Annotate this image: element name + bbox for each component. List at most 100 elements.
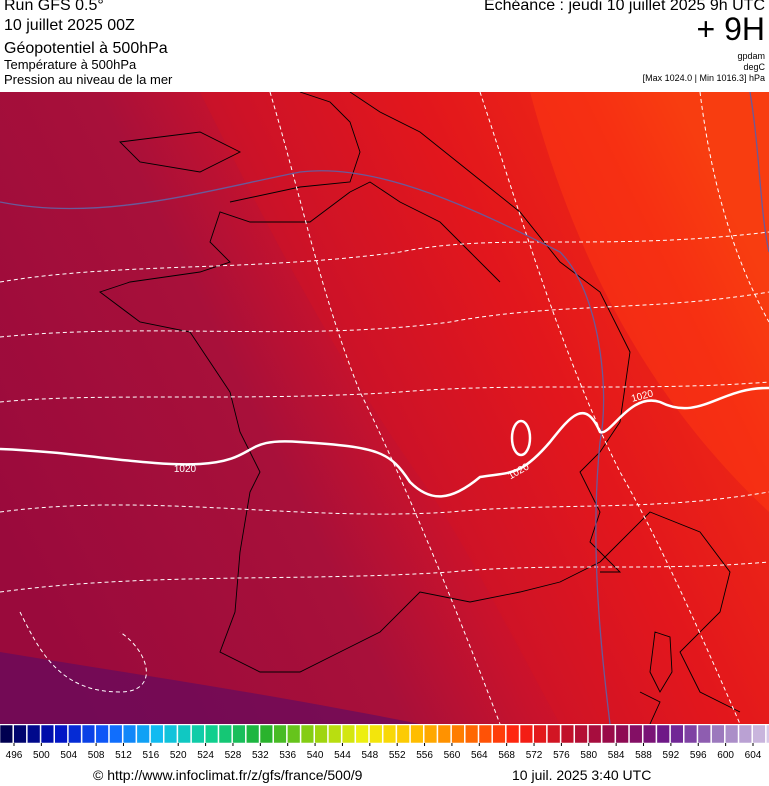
- scale-cell: [519, 724, 533, 744]
- scale-tick-label: 512: [115, 750, 132, 761]
- scale-cell: [478, 724, 492, 744]
- scale-cell: [177, 724, 191, 744]
- scale-cell: [95, 724, 109, 744]
- geopotential-line: [749, 92, 769, 253]
- scale-tick-label: 552: [389, 750, 406, 761]
- scale-cell: [109, 724, 123, 744]
- map: 1020 1020 1020: [0, 92, 769, 724]
- scale-tick-label: 544: [334, 750, 351, 761]
- scale-tick-label: 500: [33, 750, 50, 761]
- scale-cell: [273, 724, 287, 744]
- lead-time: + 9H: [696, 11, 765, 47]
- isotherm: [0, 92, 769, 724]
- scale-cell: [163, 724, 178, 744]
- scale-cell: [150, 724, 164, 744]
- scale-cell: [382, 724, 397, 744]
- scale-tick-label: 520: [170, 750, 187, 761]
- scale-tick-label: 548: [361, 750, 378, 761]
- color-scale: 496 500 504 508 512 516 520 524 528 532 536 540 544 5…: [0, 724, 769, 761]
- scale-cell: [246, 724, 260, 744]
- scale-tick-label: 504: [60, 750, 77, 761]
- scale-tick-label: 536: [279, 750, 296, 761]
- scale-cell: [410, 724, 424, 744]
- scale-cell: [711, 724, 725, 744]
- scale-cell: [656, 724, 670, 744]
- unit-label: gpdam: [737, 51, 765, 61]
- scale-cell: [54, 724, 68, 744]
- cold-zone: [0, 652, 420, 724]
- scale-cell: [328, 724, 342, 744]
- scale-cell: [533, 724, 547, 744]
- scale-tick-label: 516: [143, 750, 160, 761]
- scale-cell: [738, 724, 752, 744]
- echeance: Echéance : jeudi 10 juillet 2025 9h UTC: [483, 0, 765, 14]
- scale-cell: [27, 724, 41, 744]
- scale-tick-label: 604: [745, 750, 762, 761]
- scale-cell: [13, 724, 27, 744]
- scale-cell: [232, 724, 246, 744]
- isobar: [510, 419, 532, 457]
- scale-cell: [122, 724, 137, 744]
- scale-tick-label: 572: [526, 750, 543, 761]
- field-label: Température à 500hPa: [4, 57, 137, 72]
- scale-tick-label: 588: [635, 750, 652, 761]
- scale-cell: [451, 724, 465, 744]
- scale-cell: [492, 724, 506, 744]
- scale-tick-label: 532: [252, 750, 269, 761]
- scale-cell: [766, 724, 769, 744]
- geopotential-line: [0, 170, 611, 724]
- scale-tick-label: 576: [553, 750, 570, 761]
- scale-cell: [40, 724, 54, 744]
- scale-cell: [601, 724, 616, 744]
- scale-cell: [670, 724, 684, 744]
- scale-cell: [547, 724, 561, 744]
- scale-cell: [642, 724, 657, 744]
- scale-cell: [0, 724, 13, 744]
- isobar-label: 1020: [174, 464, 197, 475]
- scale-cell: [218, 724, 232, 744]
- scale-tick-label: 584: [608, 750, 625, 761]
- scale-cell: [369, 724, 383, 744]
- scale-tick-label: 540: [307, 750, 324, 761]
- scale-tick-label: 508: [88, 750, 105, 761]
- run-title: Run GFS 0.5°: [4, 0, 104, 14]
- scale-cell: [287, 724, 301, 744]
- isobar: [0, 386, 769, 498]
- scale-cell: [259, 724, 273, 744]
- field-label: Pression au niveau de la mer: [4, 72, 173, 87]
- scale-cell: [588, 724, 602, 744]
- scale-cell: [314, 724, 328, 744]
- timestamp: 10 juil. 2025 3:40 UTC: [512, 767, 652, 783]
- scale-cell: [752, 724, 766, 744]
- scale-cell: [423, 724, 438, 744]
- field-label: Géopotentiel à 500hPa: [4, 40, 168, 57]
- scale-cell: [465, 724, 479, 744]
- scale-tick-label: 564: [471, 750, 488, 761]
- scale-cell: [68, 724, 82, 744]
- scale-tick-label: 580: [580, 750, 597, 761]
- scale-tick-label: 556: [416, 750, 433, 761]
- scale-tick-label: 560: [444, 750, 461, 761]
- scale-cell: [355, 724, 369, 744]
- scale-cell: [560, 724, 575, 744]
- scale-cell: [725, 724, 739, 744]
- scale-tick-label: 524: [197, 750, 214, 761]
- scale-cell: [574, 724, 588, 744]
- coastline: [99, 92, 741, 724]
- scale-cell: [437, 724, 451, 744]
- scale-cell: [136, 724, 150, 744]
- scale-cell: [506, 724, 520, 744]
- scale-cell: [81, 724, 96, 744]
- scale-cell: [684, 724, 698, 744]
- source: © http://www.infoclimat.fr/z/gfs/france/…: [93, 767, 363, 783]
- scale-tick-label: 596: [690, 750, 707, 761]
- scale-tick-label: 568: [498, 750, 515, 761]
- scale-tick-label: 592: [663, 750, 680, 761]
- scale-cell: [205, 724, 219, 744]
- pressure-range: [Max 1024.0 | Min 1016.3] hPa: [642, 73, 765, 83]
- scale-cell: [191, 724, 205, 744]
- scale-cell: [697, 724, 711, 744]
- scale-tick-label: 528: [225, 750, 242, 761]
- scale-cell: [396, 724, 410, 744]
